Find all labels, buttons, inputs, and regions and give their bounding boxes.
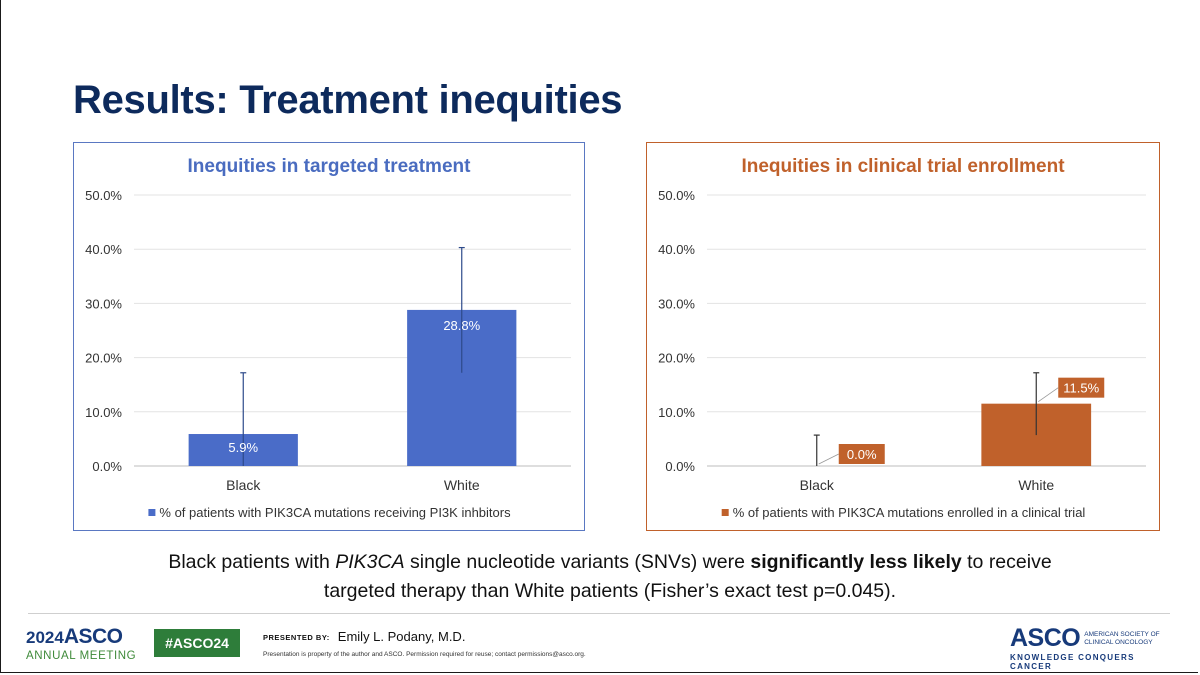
chart2-x-category-label: Black: [800, 477, 835, 493]
chart2-title: Inequities in clinical trial enrollment: [741, 156, 1065, 177]
chart-clinical-trial-enrollment: Inequities in clinical trial enrollment 0…: [646, 142, 1160, 531]
chart-targeted-treatment: Inequities in targeted treatment 0.0% 10.0…: [73, 142, 585, 531]
results-summary: Black patients with PIK3CA single nucleo…: [150, 548, 1070, 606]
chart-clinical-trial-enrollment-svg: Inequities in clinical trial enrollment 0…: [658, 156, 1146, 520]
disclaimer-text: Presentation is property of the author a…: [263, 651, 586, 658]
chart2-y-tick-label: 10.0%: [658, 405, 695, 420]
chart1-y-tick-label: 50.0%: [85, 188, 122, 203]
chart1-y-tick-label: 30.0%: [85, 296, 122, 311]
asco-society-logo: ASCO AMERICAN SOCIETY OF CLINICAL ONCOLOG…: [1010, 624, 1175, 671]
asco-tagline: KNOWLEDGE CONQUERS CANCER: [1010, 653, 1135, 671]
slide-title: Results: Treatment inequities: [73, 78, 623, 122]
meeting-org: ASCO: [63, 625, 123, 648]
chart1-y-tick-label: 20.0%: [85, 351, 122, 366]
chart2-x-category-label: White: [1018, 477, 1054, 493]
chart2-label-leader: [818, 453, 839, 465]
chart1-x-category-label: White: [444, 477, 480, 493]
hashtag-badge: #ASCO24: [154, 629, 240, 657]
chart1-legend-label: % of patients with PIK3CA mutations rece…: [159, 505, 511, 520]
chart2-data-label-box: [838, 444, 885, 464]
asco-society-name: AMERICAN SOCIETY OF CLINICAL ONCOLOGY: [1084, 631, 1160, 646]
chart1-y-tick-label: 0.0%: [92, 459, 122, 474]
chart2-y-tick-label: 30.0%: [658, 296, 695, 311]
meeting-year: 2024: [26, 628, 64, 647]
meeting-name: ANNUAL MEETING: [26, 650, 137, 662]
chart1-y-tick-label: 40.0%: [85, 242, 122, 257]
summary-part2: single nucleotide variants (SNVs) were: [404, 551, 751, 573]
chart1-legend-swatch: [148, 509, 156, 516]
chart2-y-tick-label: 20.0%: [658, 351, 695, 366]
chart2-data-label: 11.5%: [1063, 381, 1099, 396]
presented-by: PRESENTED BY: Emily L. Podany, M.D.: [263, 629, 465, 644]
chart1-data-label: 28.8%: [443, 318, 480, 333]
presented-label: PRESENTED BY:: [263, 633, 330, 642]
chart-targeted-treatment-svg: Inequities in targeted treatment 0.0% 10.0…: [85, 156, 571, 520]
chart1-data-label: 5.9%: [228, 440, 258, 455]
presenter-name: Emily L. Podany, M.D.: [337, 629, 466, 644]
asco-wordmark: ASCO: [1010, 624, 1081, 652]
chart2-legend-swatch: [721, 509, 729, 516]
chart2-data-label-box: [1058, 377, 1105, 398]
chart2-data-label: 0.0%: [847, 447, 877, 462]
chart2-label-leader: [1038, 387, 1059, 402]
chart1-title: Inequities in targeted treatment: [188, 156, 472, 177]
asco-annual-meeting-logo: 2024ASCO ANNUAL MEETING: [26, 625, 137, 663]
chart2-y-tick-label: 40.0%: [658, 242, 695, 257]
summary-part1: Black patients with: [168, 551, 336, 573]
footer-divider: [28, 613, 1170, 614]
summary-gene: PIK3CA: [335, 551, 405, 573]
chart2-legend-label: % of patients with PIK3CA mutations enro…: [733, 505, 1086, 520]
summary-part3: to receive targeted therapy than White p…: [323, 551, 1052, 602]
chart2-y-tick-label: 50.0%: [658, 188, 695, 203]
chart2-y-tick-label: 0.0%: [665, 459, 695, 474]
chart1-y-tick-label: 10.0%: [85, 405, 122, 420]
chart1-x-category-label: Black: [226, 477, 261, 493]
summary-bold: significantly less likely: [750, 551, 962, 573]
